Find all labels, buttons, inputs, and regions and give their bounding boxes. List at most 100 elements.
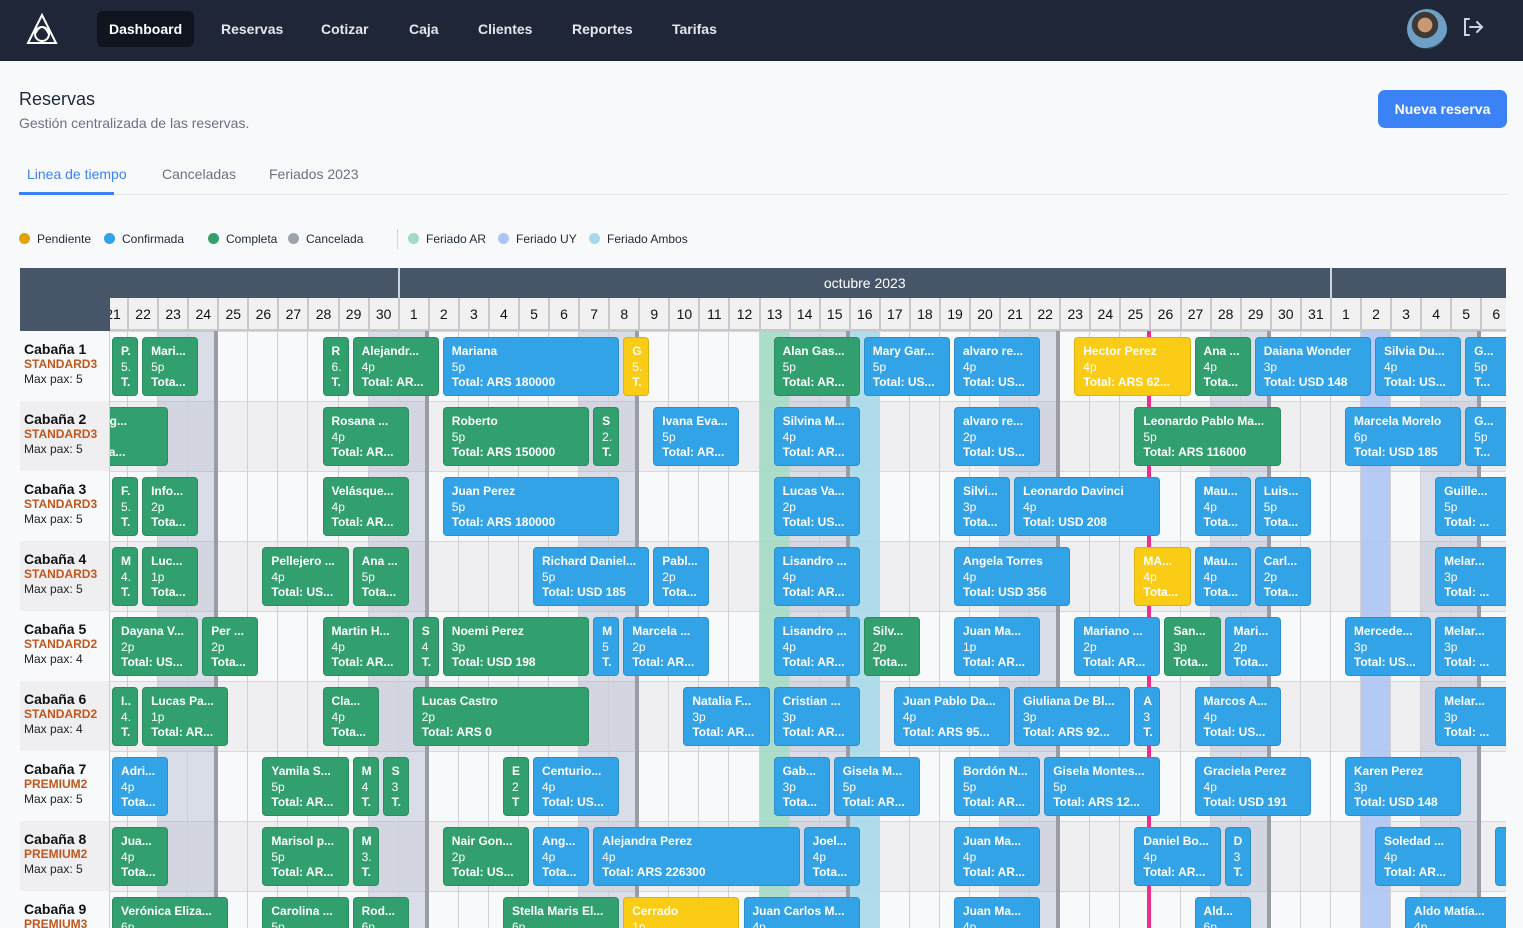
- booking-bar[interactable]: Roberto 5p Total: ARS 150000: [442, 407, 590, 466]
- tab-timeline[interactable]: Linea de tiempo: [27, 166, 127, 182]
- booking-bar[interactable]: Info... 2p Tota...: [142, 477, 199, 536]
- booking-bar[interactable]: alvaro re... 4p Total: US...: [953, 337, 1041, 396]
- booking-bar[interactable]: Luc... 1p Tota...: [142, 547, 199, 606]
- booking-bar[interactable]: Centurio... 4p Total: US...: [533, 757, 620, 816]
- booking-bar[interactable]: Carl... 2p Tota...: [1254, 547, 1311, 606]
- nav-reportes[interactable]: Reportes: [572, 21, 633, 37]
- booking-bar[interactable]: Juan Pablo Da... 4p Total: ARS 95...: [893, 687, 1011, 746]
- booking-bar[interactable]: Dieg... 5pTota...: [110, 407, 169, 466]
- booking-bar[interactable]: Noemi Perez 3p Total: USD 198: [442, 617, 590, 676]
- booking-bar[interactable]: M 5 T.: [593, 617, 620, 676]
- booking-bar[interactable]: Alejandr... 4p Total: AR...: [352, 337, 439, 396]
- booking-bar[interactable]: Verónica Eliza... 6p: [112, 897, 229, 928]
- booking-bar[interactable]: S 3 T.: [382, 757, 409, 816]
- booking-bar[interactable]: Lisandro ... 4p Total: AR...: [773, 617, 860, 676]
- booking-bar[interactable]: Ana ... 5p Tota...: [352, 547, 409, 606]
- booking-bar[interactable]: P. 5. T.: [112, 337, 139, 396]
- booking-bar[interactable]: Juan Carlos M... 4p: [743, 897, 860, 928]
- booking-bar[interactable]: Daniel Bo... 4p Total: AR...: [1134, 827, 1221, 886]
- booking-bar[interactable]: Mariana 5p Total: ARS 180000: [442, 337, 620, 396]
- booking-bar[interactable]: Juan Ma... 4p Total: AR...: [953, 827, 1041, 886]
- booking-bar[interactable]: Dayana V... 2p Total: US...: [112, 617, 199, 676]
- booking-bar[interactable]: M 4 T.: [352, 757, 379, 816]
- nav-reservas[interactable]: Reservas: [221, 21, 284, 37]
- booking-bar[interactable]: Karen Perez 3p Total: USD 148: [1344, 757, 1462, 816]
- booking-bar[interactable]: San... 3p Tota...: [1164, 617, 1221, 676]
- booking-bar[interactable]: Cristian ... 3p Total: AR...: [773, 687, 860, 746]
- booking-bar[interactable]: [1495, 827, 1506, 886]
- booking-bar[interactable]: Juan Perez 5p Total: ARS 180000: [442, 477, 620, 536]
- booking-bar[interactable]: Ana ... 4p Tota...: [1194, 337, 1251, 396]
- tab-canceladas[interactable]: Canceladas: [162, 166, 236, 182]
- booking-bar[interactable]: Ivana Eva... 5p Total: AR...: [653, 407, 740, 466]
- booking-bar[interactable]: Leonardo Pablo Ma... 5p Total: ARS 116000: [1134, 407, 1281, 466]
- booking-bar[interactable]: Melar... 3p Total: ...: [1435, 617, 1506, 676]
- booking-bar[interactable]: Hector Perez 4p Total: ARS 62...: [1074, 337, 1191, 396]
- booking-bar[interactable]: Martin H... 4p Total: AR...: [322, 617, 409, 676]
- booking-bar[interactable]: Silvina M... 4p Total: AR...: [773, 407, 860, 466]
- booking-bar[interactable]: Nair Gon... 2p Total: US...: [442, 827, 529, 886]
- new-reservation-button[interactable]: Nueva reserva: [1378, 90, 1507, 128]
- booking-bar[interactable]: S 4 T.: [412, 617, 439, 676]
- booking-bar[interactable]: G... 5p T...: [1465, 337, 1506, 396]
- booking-bar[interactable]: Mary Gar... 5p Total: US...: [863, 337, 950, 396]
- booking-bar[interactable]: Marisol p... 5p Total: AR...: [262, 827, 349, 886]
- booking-bar[interactable]: Melar... 3p Total: ...: [1435, 687, 1506, 746]
- booking-bar[interactable]: Ald... 6p: [1194, 897, 1251, 928]
- booking-bar[interactable]: Alan Gas... 5p Total: AR...: [773, 337, 860, 396]
- nav-cotizar[interactable]: Cotizar: [321, 21, 369, 37]
- booking-bar[interactable]: R 6. T.: [322, 337, 349, 396]
- booking-bar[interactable]: Mariano ... 2p Total: AR...: [1074, 617, 1161, 676]
- booking-bar[interactable]: Mau... 4p Tota...: [1194, 477, 1251, 536]
- booking-bar[interactable]: Mari... 5p Tota...: [142, 337, 199, 396]
- booking-bar[interactable]: G 5. T.: [623, 337, 650, 396]
- nav-clientes[interactable]: Clientes: [478, 21, 533, 37]
- booking-bar[interactable]: Lucas Va... 2p Total: US...: [773, 477, 860, 536]
- booking-bar[interactable]: Lucas Pa... 1p Total: AR...: [142, 687, 229, 746]
- booking-bar[interactable]: Gab... 3p Tota...: [773, 757, 830, 816]
- booking-bar[interactable]: Leonardo Davinci 4p Total: USD 208: [1014, 477, 1161, 536]
- booking-bar[interactable]: G... 5p T...: [1465, 407, 1506, 466]
- booking-bar[interactable]: Rosana ... 4p Total: AR...: [322, 407, 409, 466]
- booking-bar[interactable]: Pabl... 2p Tota...: [653, 547, 710, 606]
- booking-bar[interactable]: Carolina ... 5p: [262, 897, 349, 928]
- booking-bar[interactable]: Melar... 3p Total: ...: [1435, 547, 1506, 606]
- booking-bar[interactable]: F. 5. T.: [112, 477, 139, 536]
- booking-bar[interactable]: Soledad ... 4p Total: AR...: [1374, 827, 1462, 886]
- booking-bar[interactable]: Joel... 4p Tota...: [803, 827, 860, 886]
- booking-bar[interactable]: Daiana Wonder 3p Total: USD 148: [1254, 337, 1371, 396]
- booking-bar[interactable]: Graciela Perez 4p Total: USD 191: [1194, 757, 1311, 816]
- booking-bar[interactable]: Giuliana De Bl... 3p Total: ARS 92...: [1014, 687, 1131, 746]
- booking-bar[interactable]: Stella Maris El... 6p: [502, 897, 620, 928]
- booking-bar[interactable]: Juan Ma... 4p: [953, 897, 1041, 928]
- booking-bar[interactable]: I.. 4. T.: [112, 687, 139, 746]
- nav-tarifas[interactable]: Tarifas: [672, 21, 717, 37]
- booking-bar[interactable]: M 4. T.: [112, 547, 139, 606]
- booking-bar[interactable]: Silvi... 3p Tota...: [953, 477, 1011, 536]
- booking-bar[interactable]: Luis... 5p Tota...: [1254, 477, 1311, 536]
- nav-dashboard[interactable]: Dashboard: [97, 11, 195, 47]
- booking-bar[interactable]: S 2. T.: [593, 407, 620, 466]
- booking-bar[interactable]: Pellejero ... 4p Total: US...: [262, 547, 349, 606]
- booking-bar[interactable]: A 3 T.: [1134, 687, 1161, 746]
- booking-bar[interactable]: Natalia F... 3p Total: AR...: [683, 687, 770, 746]
- booking-bar[interactable]: Marcela Morelo 6p Total: USD 185: [1344, 407, 1462, 466]
- booking-bar[interactable]: Richard Daniel... 5p Total: USD 185: [533, 547, 650, 606]
- booking-bar[interactable]: D 3 T.: [1224, 827, 1251, 886]
- booking-bar[interactable]: Marcela ... 2p Total: AR...: [623, 617, 710, 676]
- booking-bar[interactable]: Mercede... 3p Total: US...: [1344, 617, 1432, 676]
- booking-bar[interactable]: Gisela M... 5p Total: AR...: [833, 757, 920, 816]
- booking-bar[interactable]: alvaro re... 2p Total: US...: [953, 407, 1041, 466]
- booking-bar[interactable]: Silv... 2p Tota...: [863, 617, 920, 676]
- booking-bar[interactable]: Aldo Matía... 4p: [1405, 897, 1506, 928]
- booking-bar[interactable]: Adri... 4p Tota...: [112, 757, 169, 816]
- logo-icon[interactable]: [24, 12, 60, 48]
- user-avatar[interactable]: [1407, 9, 1447, 49]
- booking-bar[interactable]: Mari... 2p Tota...: [1224, 617, 1281, 676]
- booking-bar[interactable]: Gisela Montes... 5p Total: ARS 12...: [1044, 757, 1161, 816]
- tab-feriados[interactable]: Feriados 2023: [269, 166, 359, 182]
- booking-bar[interactable]: Cla... 4p Tota...: [322, 687, 379, 746]
- booking-bar[interactable]: Velásque... 4p Total: AR...: [322, 477, 409, 536]
- booking-bar[interactable]: Yamila S... 5p Total: AR...: [262, 757, 349, 816]
- logout-icon[interactable]: [1460, 14, 1486, 40]
